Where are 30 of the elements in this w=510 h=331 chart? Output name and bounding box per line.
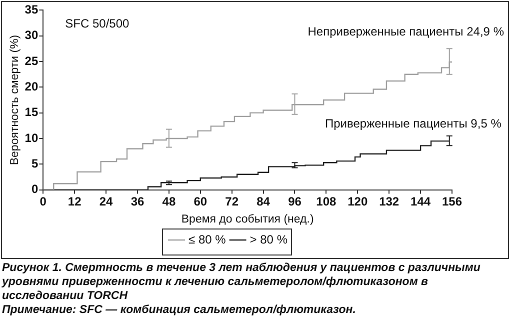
legend-label: > 80 % xyxy=(250,232,288,246)
x-axis-title: Время до события (нед.) xyxy=(181,213,314,226)
x-tick-label: 60 xyxy=(194,194,208,208)
x-tick-label: 72 xyxy=(225,194,239,208)
x-tick-label: 84 xyxy=(256,194,270,208)
annotation: Неприверженные пациенты 24,9 % xyxy=(308,24,504,38)
y-tick-label: 0 xyxy=(31,182,38,196)
y-tick-label: 5 xyxy=(31,156,38,170)
x-tick-label: 12 xyxy=(68,194,82,208)
text: Рисунок 1. Смертность в течение 3 лет наблюдения у пациентов с различными уровнями приверженности к лечению сальметеролом/флютиказоном в исследовании TORCH xyxy=(2,261,482,303)
x-tick-label: 36 xyxy=(130,194,144,208)
annotation: Приверженные пациенты 9,5 % xyxy=(325,116,502,130)
y-tick-label: 25 xyxy=(24,54,38,68)
y-tick-label: 35 xyxy=(24,2,38,17)
text: Примечание: SFC — комбинация сальметерол/флютиказон. xyxy=(2,303,357,317)
annotation: SFC 50/500 xyxy=(65,16,130,31)
y-tick-label: 20 xyxy=(24,79,38,94)
y-tick-label: 15 xyxy=(24,105,38,120)
y-axis-title: Вероятность смерти (%) xyxy=(9,34,22,166)
y-tick-label: 10 xyxy=(24,130,38,145)
x-tick-label: 144 xyxy=(410,194,431,208)
x-tick-label: 132 xyxy=(379,194,400,208)
x-tick-label: 48 xyxy=(162,194,176,208)
y-tick-label: 30 xyxy=(24,28,38,42)
x-tick-label: 108 xyxy=(316,194,337,208)
legend-label: ≤ 80 % xyxy=(188,232,226,246)
x-tick-label: 156 xyxy=(442,194,462,208)
x-tick-label: 96 xyxy=(288,194,302,208)
x-tick-label: 120 xyxy=(348,194,368,208)
x-tick-label: 24 xyxy=(99,194,114,208)
